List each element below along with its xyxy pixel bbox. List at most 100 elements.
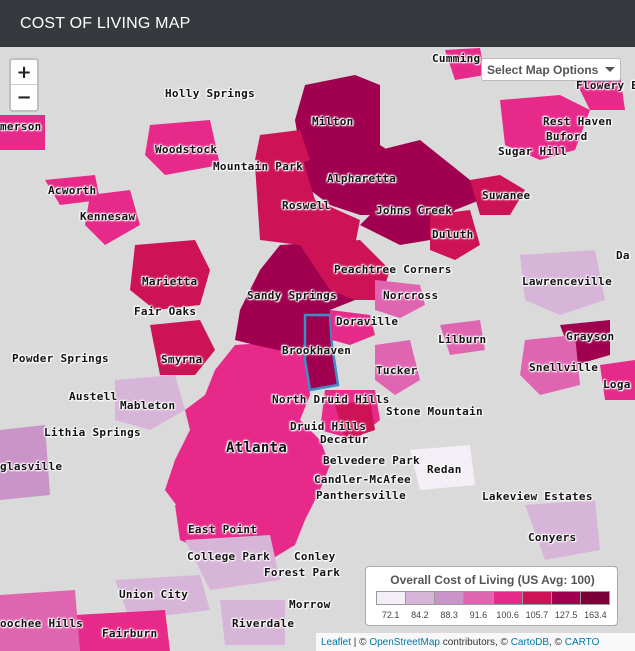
- place-label: Sugar Hill: [498, 145, 568, 158]
- carto-link[interactable]: CARTO: [564, 636, 600, 648]
- map-options-dropdown[interactable]: Select Map Options: [481, 58, 621, 81]
- map-attribution: Leaflet | © OpenStreetMap contributors, …: [316, 633, 635, 651]
- region-loganville: [600, 360, 635, 400]
- place-label: Powder Springs: [12, 352, 109, 365]
- legend-title: Overall Cost of Living (US Avg: 100): [390, 573, 595, 587]
- place-label: Smyrna: [161, 353, 203, 366]
- place-label: Lakeview Estates: [482, 490, 593, 503]
- place-label: Lawrenceville: [522, 275, 612, 288]
- legend-swatch: [522, 592, 552, 604]
- place-label: Marietta: [142, 275, 198, 288]
- place-label: Riverdale: [232, 617, 295, 630]
- place-label: Woodstock: [155, 143, 218, 156]
- place-label: Conley: [294, 550, 336, 563]
- place-label: glasville: [0, 460, 63, 473]
- place-label: Norcross: [383, 289, 439, 302]
- legend: Overall Cost of Living (US Avg: 100) 72.…: [365, 566, 618, 626]
- region-milton: [295, 75, 380, 155]
- region-roswell: [255, 150, 360, 245]
- caret-down-icon: [605, 67, 616, 72]
- region-druid-hills: [335, 400, 375, 440]
- place-label: Atlanta: [226, 440, 288, 456]
- place-label: Roswell: [282, 199, 331, 212]
- place-label: Stone Mountain: [386, 405, 483, 418]
- place-label: Doraville: [336, 315, 399, 328]
- zoom-in-button[interactable]: +: [11, 60, 37, 85]
- region-lilburn: [440, 320, 485, 355]
- region-smyrna: [150, 320, 215, 375]
- map-canvas[interactable]: Cumming Flowery B Holly Springs merson M…: [0, 47, 635, 651]
- map-regions: [0, 48, 635, 651]
- place-label: Johns Creek: [376, 204, 453, 217]
- place-label: Buford: [546, 130, 588, 143]
- place-label: oochee Hills: [0, 617, 84, 630]
- legend-tick: 91.6: [469, 610, 488, 620]
- place-label: Panthersville: [316, 489, 406, 502]
- region-peachtree: [300, 240, 390, 300]
- place-label: Union City: [119, 588, 189, 601]
- region-snellville: [520, 335, 580, 395]
- place-label: Flowery B: [576, 79, 635, 92]
- region-flowery: [575, 75, 625, 110]
- region-union-city: [115, 575, 210, 620]
- region-suwanee: [470, 175, 525, 215]
- legend-tick: 105.7: [525, 610, 549, 620]
- place-label: Druid Hills: [290, 420, 367, 433]
- legend-swatch: [493, 592, 523, 604]
- region-cumming: [445, 48, 485, 80]
- region-conyers: [525, 500, 600, 560]
- region-lawrenceville: [520, 250, 605, 315]
- place-label: Da: [616, 249, 630, 262]
- place-label: Mountain Park: [213, 160, 303, 173]
- place-label: Snellville: [529, 361, 599, 374]
- place-label: East Point: [188, 523, 258, 536]
- place-label: Loga: [603, 378, 631, 391]
- region-brookhaven: [303, 313, 340, 392]
- place-label: Duluth: [432, 228, 474, 241]
- place-label: Belvedere Park: [323, 454, 420, 467]
- legend-swatch: [464, 592, 494, 604]
- legend-tick: 88.3: [440, 610, 458, 620]
- place-label: Fairburn: [102, 627, 158, 640]
- region-riverdale: [220, 600, 285, 645]
- place-label: Tucker: [376, 364, 418, 377]
- region-redan: [410, 445, 475, 490]
- place-label: Lithia Springs: [44, 426, 141, 439]
- region-doraville: [330, 310, 375, 345]
- place-label: Milton: [312, 115, 354, 128]
- legend-swatch: [435, 592, 465, 604]
- legend-ticks: 72.1 84.2 88.3 91.6 100.6 105.7 127.5 163.4: [376, 610, 610, 620]
- region-johns-creek: [360, 140, 480, 245]
- region-mountain-park: [255, 130, 310, 170]
- legend-swatch: [406, 592, 436, 604]
- place-label: Grayson: [566, 330, 615, 343]
- place-label: Suwanee: [482, 189, 531, 202]
- place-label: Morrow: [289, 598, 331, 611]
- place-label: Forest Park: [264, 566, 341, 579]
- legend-swatch: [580, 592, 609, 604]
- legend-swatch: [551, 592, 581, 604]
- zoom-out-button[interactable]: −: [16, 87, 32, 108]
- region-douglasville: [0, 425, 50, 500]
- place-label: Lilburn: [438, 333, 487, 346]
- zoom-control: + −: [9, 58, 39, 112]
- place-label: Acworth: [48, 184, 97, 197]
- place-label: Decatur: [320, 433, 369, 446]
- osm-link[interactable]: OpenStreetMap: [369, 636, 440, 648]
- region-fairburn: [75, 610, 170, 651]
- place-label: Brookhaven: [282, 344, 352, 357]
- place-label: Holly Springs: [165, 87, 255, 100]
- legend-tick: 127.5: [554, 610, 578, 620]
- region-marietta: [130, 240, 210, 310]
- cartodb-link[interactable]: CartoDB: [510, 636, 550, 648]
- place-label: Alpharetta: [327, 172, 397, 185]
- page-title: COST OF LIVING MAP: [20, 14, 191, 32]
- place-label: Candler-McAfee: [314, 473, 411, 486]
- attribution-text: , ©: [549, 636, 565, 648]
- app-header: COST OF LIVING MAP: [0, 0, 635, 47]
- region-tucker: [375, 340, 420, 395]
- leaflet-link[interactable]: Leaflet: [321, 636, 352, 648]
- region-emerson: [0, 115, 45, 150]
- place-label: Kennesaw: [80, 210, 136, 223]
- place-label: merson: [0, 120, 42, 133]
